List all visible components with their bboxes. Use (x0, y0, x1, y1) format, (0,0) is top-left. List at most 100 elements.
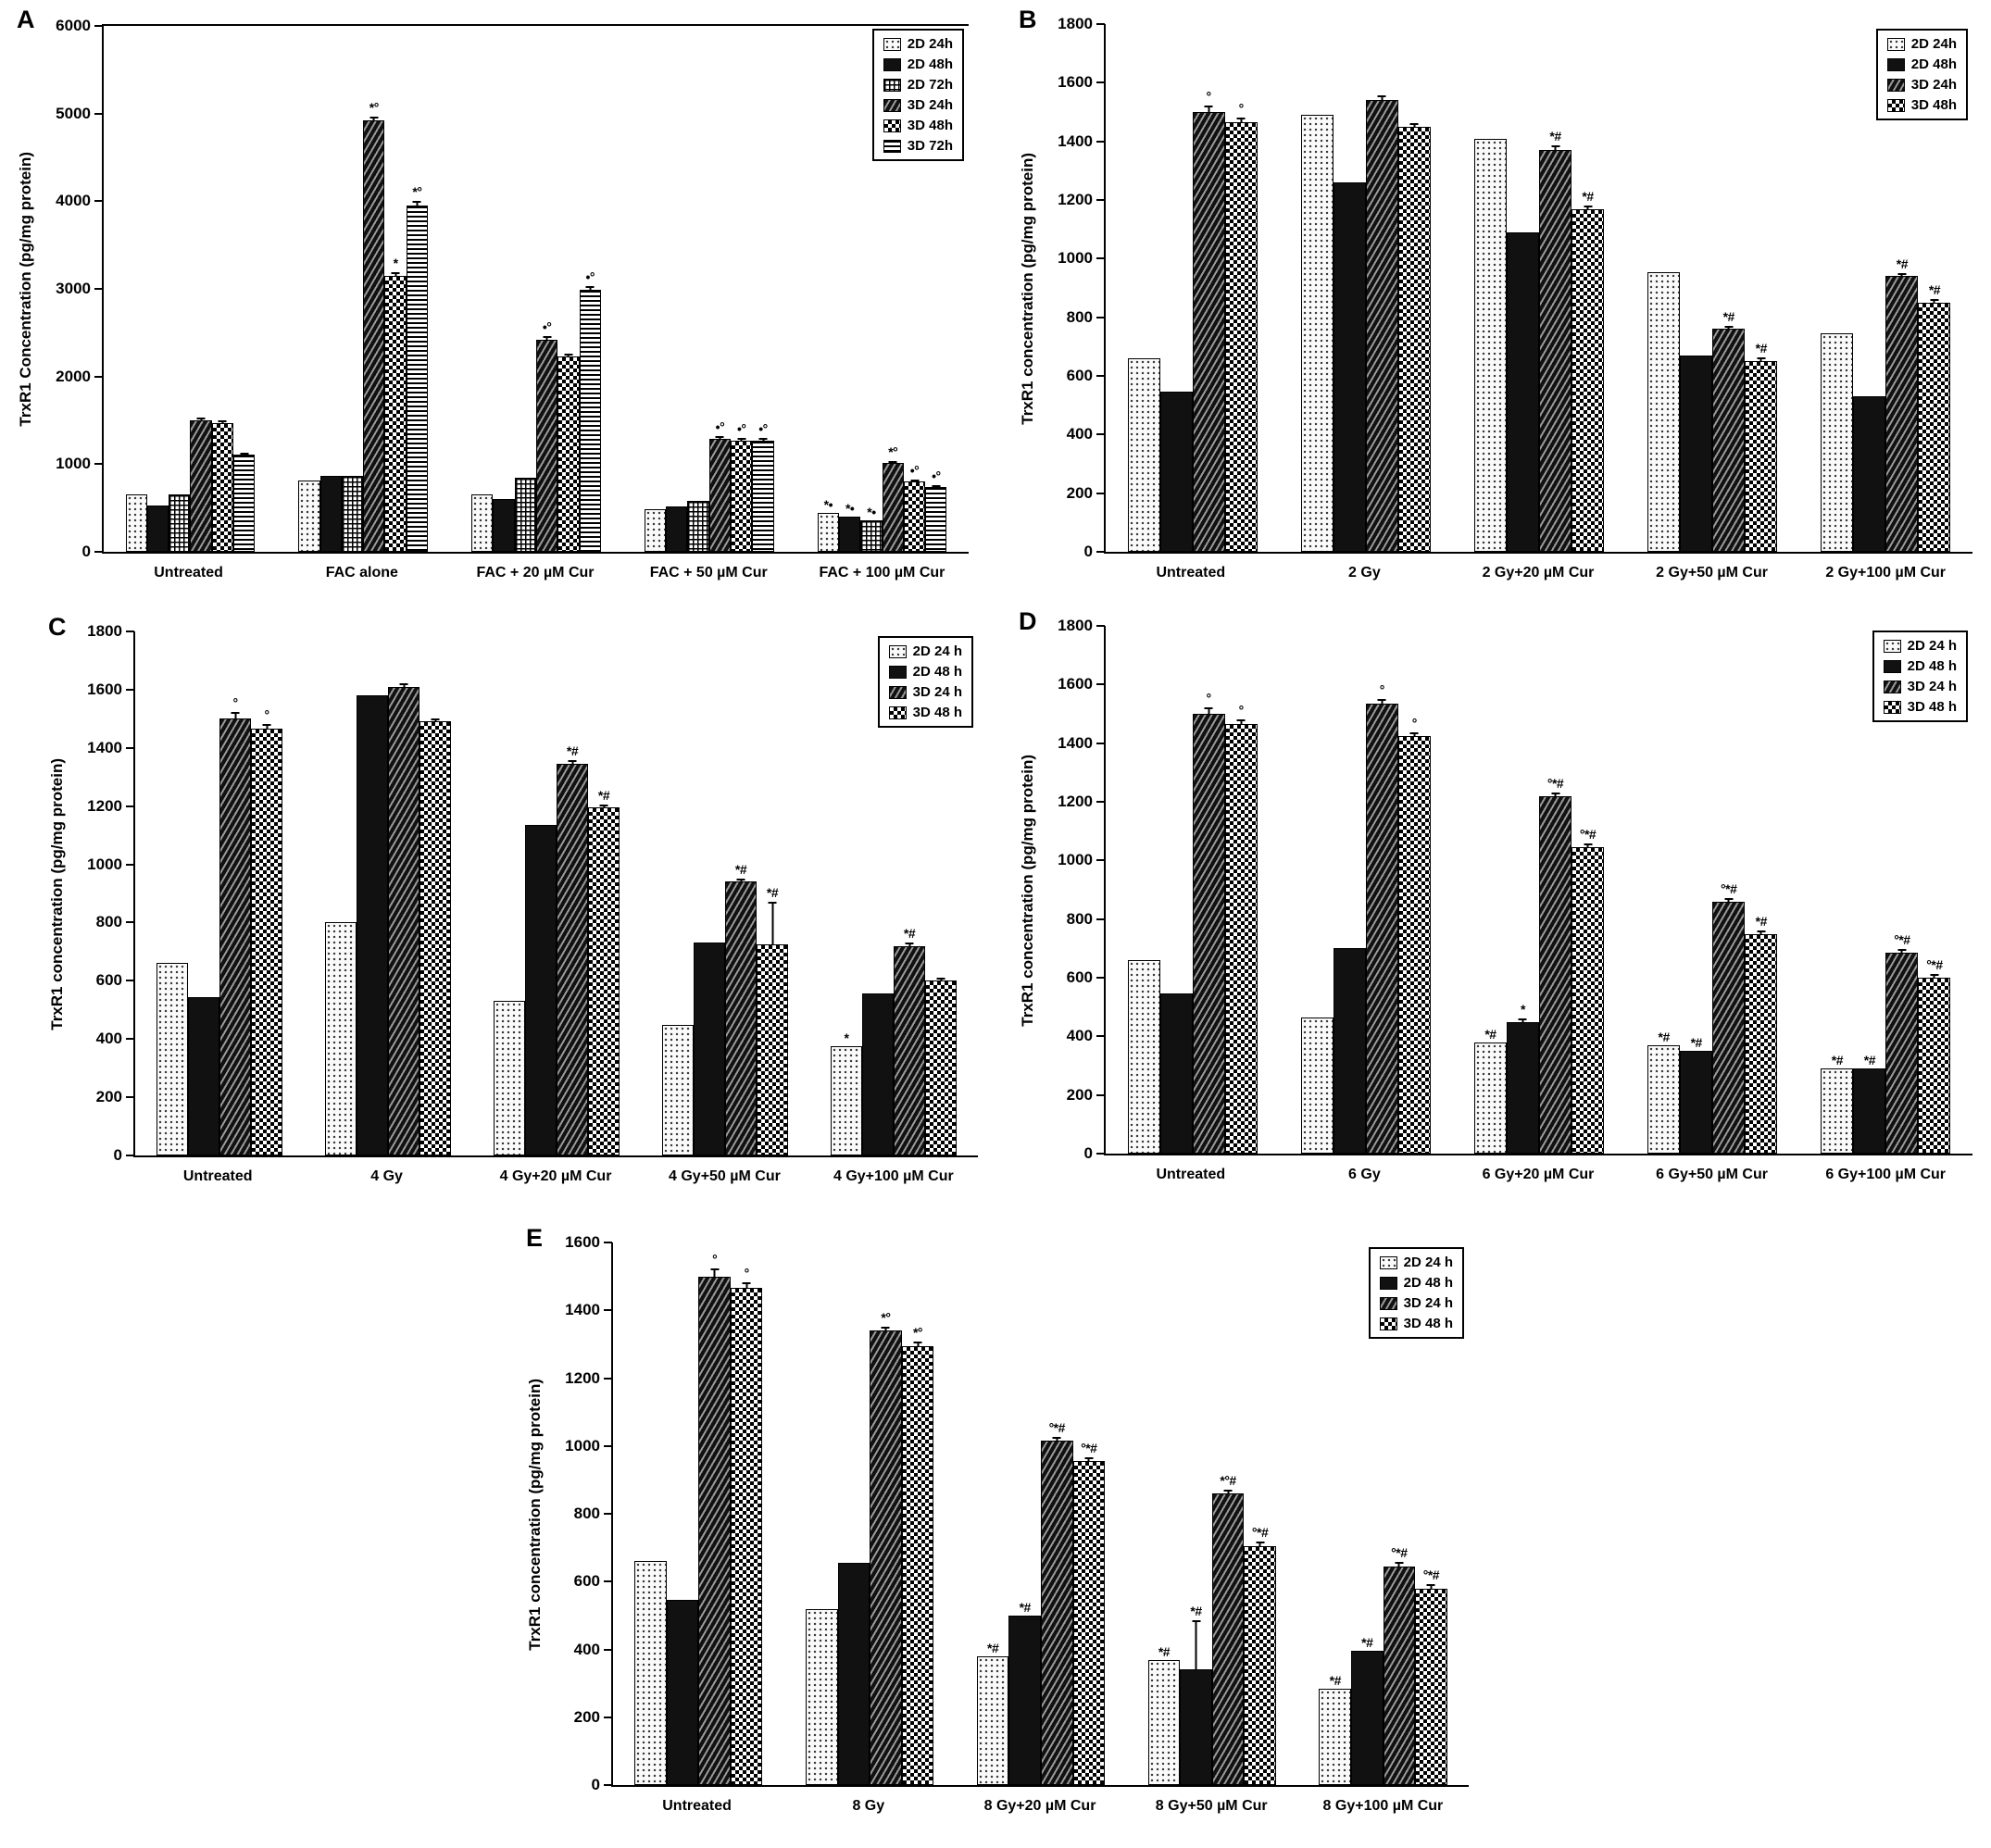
x-axis-labels: Untreated 6 Gy 6 Gy+20 µM Cur 6 Gy+50 µM Cu… (1104, 1155, 1972, 1183)
bar (298, 481, 320, 552)
bar: * (384, 256, 407, 552)
bar: ° (698, 1253, 731, 1785)
significance-annotation: *# (1361, 1635, 1373, 1651)
legend-label: 3D 24h (1910, 77, 1957, 93)
significance-annotation: * (844, 1030, 849, 1046)
y-tick-mark (1096, 918, 1105, 920)
legend-label: 2D 24h (907, 36, 953, 52)
x-category-label: Untreated (182, 1168, 253, 1184)
bar: *° (901, 1326, 934, 1785)
y-tick-label: 1000 (1058, 851, 1093, 869)
bar: °*# (1572, 828, 1605, 1154)
bar: *# (1351, 1636, 1384, 1785)
legend: 2D 24 h 2D 48 h 3D 24 h 3D 48 h (1872, 631, 1968, 722)
legend-swatch-dots-icon (1379, 1255, 1397, 1269)
significance-annotation: °*# (1422, 1567, 1440, 1583)
bar: •° (731, 422, 753, 552)
plot-area: 0 200 400 600 800 1000 1200 1400 1600 1800 ° ° *# *# *… (1058, 15, 1972, 560)
y-tick-mark (604, 1716, 612, 1718)
bar-group: *# *# °*# °*# (1799, 626, 1972, 1154)
error-bar (1377, 698, 1386, 705)
x-category-label: 6 Gy (1348, 1167, 1381, 1182)
plot: 0 200 400 600 800 1000 1200 1400 1600 1800 ° ° *# *# *… (1058, 15, 1972, 581)
significance-annotation: °*# (1048, 1419, 1066, 1435)
plot: 0 200 400 600 800 1000 1200 1400 1600 1800 ° ° *# *# *… (87, 622, 978, 1184)
y-tick-label: 1200 (1058, 191, 1093, 209)
bar: * (1506, 1003, 1539, 1154)
error-bar (888, 460, 897, 465)
legend-label: 3D 48 h (1403, 1316, 1453, 1331)
significance-annotation: ° (744, 1266, 750, 1281)
bar: *# (1473, 1028, 1507, 1154)
bar: *# (1647, 1030, 1681, 1154)
bar (1333, 948, 1366, 1154)
significance-annotation: °*# (1894, 932, 1910, 948)
significance-annotation: * (393, 256, 398, 271)
bar-group: *# *# (1799, 24, 1972, 552)
significance-annotation: *# (1863, 1053, 1876, 1068)
bar-group: *° *° (784, 1242, 956, 1785)
significance-annotation: *°# (1220, 1472, 1236, 1488)
legend-label: 2D 24 h (912, 643, 962, 659)
legend-row: 3D 72h (883, 138, 953, 154)
error-bar (412, 201, 421, 206)
bar (557, 354, 580, 552)
x-category-label: 6 Gy+50 µM Cur (1656, 1167, 1768, 1182)
legend-label: 3D 48h (907, 118, 953, 133)
error-bar (1551, 792, 1560, 797)
legend-row: 2D 72h (883, 77, 953, 93)
y-tick-label: 400 (573, 1640, 600, 1658)
panel-label: C (48, 613, 67, 641)
y-tick-label: 800 (1066, 909, 1093, 928)
bar-group: *# *# °*# °*# (956, 1242, 1127, 1785)
error-bar (1223, 1489, 1233, 1495)
bar (1300, 115, 1334, 552)
error-bar (736, 878, 745, 883)
x-axis-labels: Untreated FAC alone FAC + 20 µM Cur FAC + 5… (102, 554, 969, 581)
legend-label: 2D 48 h (1403, 1275, 1453, 1291)
error-bar (1897, 272, 1907, 278)
legend-row: 3D 24h (1886, 77, 1957, 93)
bar (525, 825, 557, 1155)
legend-swatch-solid-icon (1886, 57, 1905, 71)
y-tick-label: 600 (95, 971, 122, 990)
x-axis-labels: Untreated 8 Gy 8 Gy+20 µM Cur 8 Gy+50 µM Cu… (611, 1787, 1469, 1815)
legend-swatch-solid-icon (888, 665, 907, 679)
bar: °*# (1885, 933, 1919, 1154)
x-category-label: 2 Gy+20 µM Cur (1482, 565, 1595, 581)
bar-group (304, 631, 472, 1155)
significance-annotation: *# (1019, 1599, 1032, 1615)
error-bar (196, 418, 206, 421)
bar (1365, 95, 1398, 552)
bar-group: *° * *° (277, 26, 450, 552)
plot: 0 1000 2000 3000 4000 5000 6000 *° * *° •° •° •° •° •°… (56, 17, 969, 581)
bar: •° (579, 270, 601, 552)
x-category-label: FAC + 20 µM Cur (476, 565, 595, 581)
legend-row: 3D 48h (883, 118, 953, 133)
y-tick-label: 600 (1066, 367, 1093, 385)
bar (357, 695, 388, 1155)
y-tick-label: 1800 (1058, 617, 1093, 634)
bar: ° (251, 708, 282, 1155)
error-bar (768, 901, 777, 946)
legend-label: 3D 48h (1910, 97, 1957, 113)
y-tick-label: 0 (1083, 543, 1093, 560)
bar (169, 494, 191, 552)
significance-annotation: *# (734, 861, 747, 877)
bar: *# (588, 789, 620, 1155)
bar: ° (1224, 704, 1258, 1154)
y-tick-label: 600 (573, 1572, 600, 1591)
bar (666, 506, 688, 552)
bar (925, 977, 957, 1155)
y-tick-mark (1096, 742, 1105, 744)
error-bar (231, 712, 240, 720)
bar: °*# (1539, 777, 1572, 1154)
bar (837, 1563, 870, 1785)
error-bar (1897, 949, 1907, 954)
error-bar (936, 977, 945, 982)
bar (319, 475, 342, 552)
significance-annotation: *# (1690, 1035, 1703, 1051)
bar: ° (1192, 90, 1225, 552)
bar-groups: ° ° *# *# *# *# * *# (135, 631, 978, 1155)
x-axis-labels: Untreated 2 Gy 2 Gy+20 µM Cur 2 Gy+50 µM Cu… (1104, 554, 1972, 581)
